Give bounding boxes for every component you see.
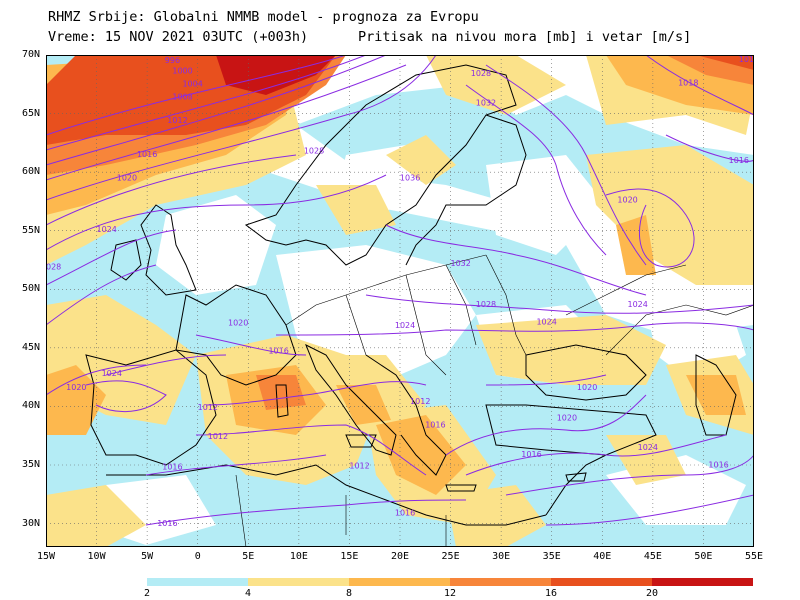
legend-tick-label: 12 (443, 588, 457, 599)
isobar-label: 1024 (102, 369, 122, 378)
isobar-label: 996 (165, 56, 180, 65)
longitude-tick-label: 45E (643, 551, 662, 562)
isobar-labels: 996 1000 1004 1008 1012 1016 1020 1024 1028 1028 1… (46, 55, 754, 528)
isobar-label: 1024 (395, 321, 415, 330)
legend-color-swatch (248, 578, 350, 586)
isobar-label: 1020 (557, 413, 577, 422)
longitude-tick-label: 0 (194, 551, 201, 562)
map-frame (46, 55, 754, 547)
longitude-tick-label: 10W (87, 551, 106, 562)
longitude-tick-label: 5W (141, 551, 154, 562)
longitude-tick-label: 55E (744, 551, 764, 562)
isobar-label: 1008 (172, 93, 192, 102)
latitude-tick-label: 55N (21, 224, 40, 236)
latitude-tick-label: 35N (21, 459, 40, 470)
latitude-tick-label: 30N (21, 517, 40, 529)
field-description: Pritisak na nivou mora [mb] i vetar [m/s… (358, 29, 692, 45)
isobar-label: 1004 (182, 80, 202, 89)
latitude-tick-label: 70N (21, 49, 40, 60)
latitude-tick-label: 50N (21, 283, 40, 295)
longitude-tick-label: 35E (542, 551, 561, 562)
isobar-label: 1036 (400, 173, 420, 182)
map-title: RHMZ Srbije: Globalni NMMB model - progn… (48, 9, 479, 25)
country-borders (235, 254, 754, 547)
legend-tick-label: 2 (143, 588, 151, 599)
isobar-label: 1012 (349, 462, 369, 471)
latitude-tick-label: 65N (21, 107, 40, 119)
isobar-label: 1016 (268, 347, 288, 356)
legend-color-swatch (551, 578, 653, 586)
isobar-label: 1016 (425, 421, 445, 430)
legend-tick-label: 20 (645, 588, 659, 599)
longitude-tick-label: 15E (340, 551, 359, 562)
weather-map: 996 1000 1004 1008 1012 1016 1020 1024 1028 1028 1… (46, 55, 754, 547)
isobar-label: 1032 (476, 98, 496, 107)
longitude-tick-label: 5E (242, 551, 255, 562)
longitude-tick-label: 25E (441, 551, 460, 562)
wind-band-gt-20 (216, 55, 336, 95)
isobar-label: 1028 (476, 300, 496, 309)
isobar-label: 1020 (617, 196, 637, 205)
isobar-label: 1020 (66, 383, 86, 392)
legend-tick-label: 8 (345, 588, 353, 599)
isobar-label: 1016 (729, 156, 749, 165)
isobar-label: 1028 (304, 146, 324, 155)
isobar-label: 1016 (395, 508, 415, 517)
legend-color-swatch (450, 578, 552, 586)
longitude-tick-label: 15W (36, 551, 56, 562)
longitude-tick-label: 20E (390, 551, 410, 562)
isobar-label: 1028 (46, 262, 61, 271)
legend-tick-label: 16 (544, 588, 558, 599)
valid-time: Vreme: 15 NOV 2021 03UTC (+003h) (48, 29, 309, 45)
isobars (46, 55, 754, 526)
legend-tick-label: 4 (244, 588, 252, 599)
isobar-label: 1012 (208, 432, 228, 441)
isobar-label: 1024 (97, 225, 117, 234)
legend-color-swatch (652, 578, 753, 586)
longitude-tick-label: 50E (694, 551, 713, 562)
isobar-label: 1012 (410, 397, 430, 406)
isobar-label: 1018 (678, 78, 698, 87)
isobar-label: 1020 (577, 383, 597, 392)
longitude-tick-label: 30E (492, 551, 511, 562)
isobar-label: 1028 (471, 69, 491, 78)
longitude-tick-label: 10E (289, 551, 308, 562)
isobar-label: 1016 (521, 450, 541, 459)
latitude-tick-label: 40N (21, 400, 40, 412)
isobar-label: 1024 (536, 317, 556, 326)
latitude-tick-label: 45N (21, 341, 40, 353)
isobar-label: 1016 (137, 150, 157, 159)
isobar-label: 1024 (628, 300, 648, 309)
legend-color-swatch (147, 578, 249, 586)
isobar-label: 1020 (117, 173, 137, 182)
latitude-tick-label: 60N (21, 166, 40, 178)
legend-color-swatch (349, 578, 451, 586)
isobar-label: 1024 (638, 443, 658, 452)
isobar-label: 1012 (167, 116, 187, 125)
longitude-tick-label: 40E (593, 551, 612, 562)
isobar-label: 1032 (451, 259, 471, 268)
isobar-label: 1000 (172, 67, 192, 76)
isobar-label: 1020 (228, 319, 248, 328)
isobar-label: 1016 (739, 55, 754, 64)
isobar-label: 1016 (162, 463, 182, 472)
isobar-label: 1016 (157, 519, 177, 528)
isobar-label: 1016 (708, 460, 728, 469)
isobar-label: 1012 (198, 403, 218, 412)
wind-speed-legend (147, 578, 753, 586)
